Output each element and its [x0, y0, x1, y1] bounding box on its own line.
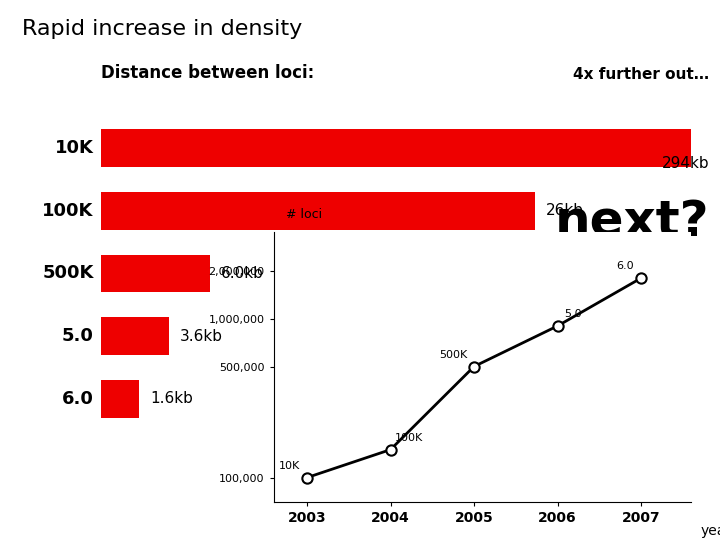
Text: 500K: 500K [42, 265, 94, 282]
Text: 3.6kb: 3.6kb [179, 329, 222, 343]
Point [635, 274, 647, 282]
Point [552, 322, 563, 330]
Text: 294kb: 294kb [662, 156, 709, 171]
Text: 500K: 500K [439, 349, 467, 360]
Text: 10K: 10K [279, 461, 300, 471]
Text: Distance between loci:: Distance between loci: [101, 64, 314, 82]
Text: next?: next? [554, 198, 709, 246]
Text: 26kb: 26kb [546, 203, 583, 218]
Bar [101, 129, 691, 167]
Text: # loci: # loci [286, 208, 323, 221]
Text: Rapid increase in density: Rapid increase in density [22, 19, 302, 39]
Point [301, 473, 312, 482]
Bar [101, 318, 168, 355]
Text: 5.0: 5.0 [62, 327, 94, 345]
Point [468, 362, 480, 371]
Text: 10K: 10K [55, 139, 94, 157]
Text: 5.0: 5.0 [564, 309, 582, 319]
Text: 1.6kb: 1.6kb [150, 392, 193, 407]
Text: 6.0kb: 6.0kb [221, 266, 264, 281]
Bar [101, 380, 139, 418]
X-axis label: year: year [701, 524, 720, 538]
Text: 4x further out…: 4x further out… [573, 67, 709, 82]
Text: 100K: 100K [42, 202, 94, 220]
Text: 6.0: 6.0 [62, 390, 94, 408]
Text: 6.0: 6.0 [616, 261, 634, 271]
Bar [101, 192, 535, 230]
Text: 100K: 100K [395, 433, 423, 443]
Point [384, 446, 396, 454]
Bar [101, 255, 210, 292]
